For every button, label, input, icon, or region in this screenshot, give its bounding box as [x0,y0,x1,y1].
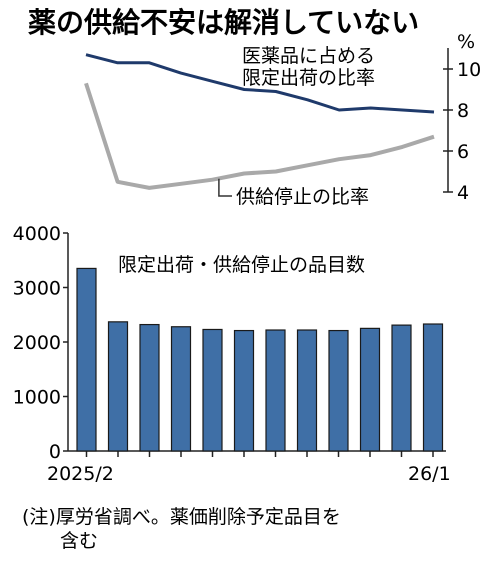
bar-y-tick-label: 0 [49,441,61,463]
legend-supply-stop-leader [218,178,232,197]
bar-series [76,267,444,452]
line-y-tick-label: 10 [457,59,481,81]
bar [422,323,444,452]
series-line-supply-stop [84,82,435,190]
bar [328,329,349,452]
line-unit-label: % [457,31,475,53]
bar [107,321,129,452]
source-note-line1: (注)厚労省調べ。薬価削除予定品目を [22,506,341,528]
bar [76,267,97,452]
bar-y-tick-label: 1000 [13,387,61,409]
bar [265,329,286,452]
bar-y-tick-label: 2000 [13,332,61,354]
bar [391,324,412,452]
bar-y-tick-label: 4000 [13,223,61,245]
source-note-line2: 含む [60,530,98,552]
bar-y-tick-label: 3000 [13,278,61,300]
bar-x-ticks [85,451,434,457]
line-chart: 4 6 8 10 % 医薬品に占める 限定出荷の比率 供給停止の比率 [84,31,481,208]
line-y-tick-label: 4 [457,182,469,204]
legend-supply-stop: 供給停止の比率 [236,186,369,208]
bar [202,328,223,452]
legend-limited-line2: 限定出荷の比率 [242,67,375,89]
bar-chart-title: 限定出荷・供給停止の品目数 [118,254,365,276]
legend-limited-line1: 医薬品に占める [242,45,375,67]
line-y-tick-label: 8 [457,100,469,122]
x-tick-end: 26/1 [408,463,451,485]
bar [170,326,192,452]
bar [139,323,160,452]
chart-title: 薬の供給不安は解消していない [28,6,419,39]
bar [296,329,318,452]
bar-y-axis: 0 1000 2000 3000 4000 [13,223,446,463]
line-y-tick-label: 6 [457,141,469,163]
bar [233,329,255,452]
line-y-axis: 4 6 8 10 [443,48,481,204]
x-tick-start: 2025/2 [47,463,114,485]
bar-chart: 0 1000 2000 3000 4000 限定出荷・供給停止の品目数 2025/2 2… [13,223,451,485]
bar [359,327,381,452]
series-line-limited-shipment [85,53,435,114]
